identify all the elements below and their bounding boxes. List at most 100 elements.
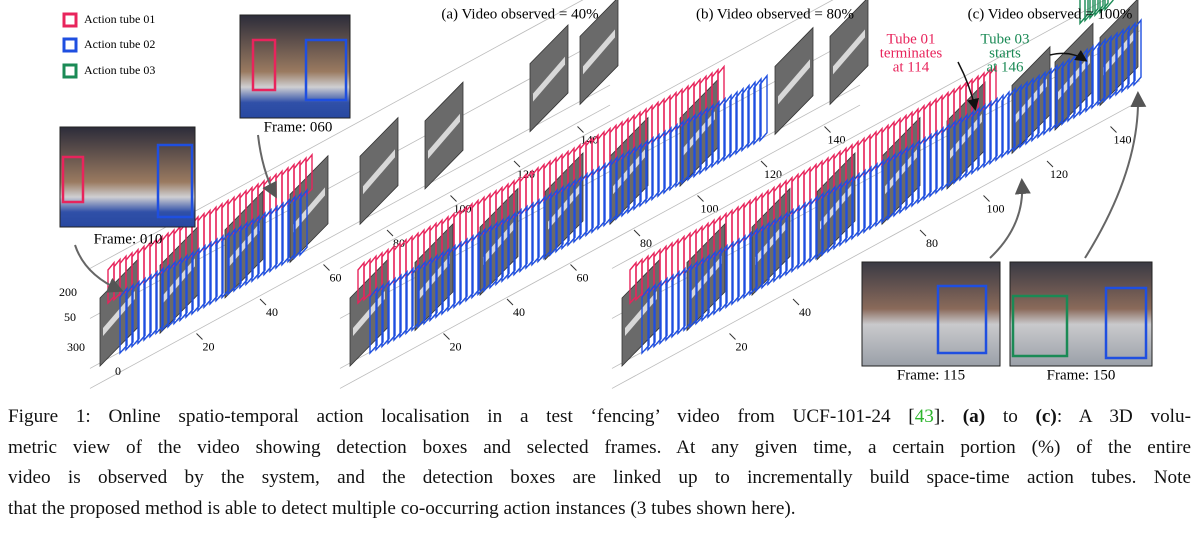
tube-box-02 bbox=[221, 230, 230, 300]
tube-box-02 bbox=[663, 126, 672, 195]
x-tick-label: 80 bbox=[926, 236, 938, 250]
tube-box-02 bbox=[1013, 83, 1022, 153]
tube-box-02 bbox=[1043, 67, 1052, 136]
tube-box-02 bbox=[669, 122, 678, 192]
caption-text: that the proposed method is able to dete… bbox=[8, 497, 796, 519]
citation[interactable]: 43 bbox=[914, 406, 934, 427]
tube-box-02 bbox=[257, 211, 266, 280]
tube-box-02 bbox=[495, 217, 504, 287]
tube-box-02 bbox=[845, 175, 854, 244]
frame-label: Frame: 010 bbox=[94, 231, 163, 247]
tube-box-02 bbox=[827, 184, 836, 254]
tube-box-02 bbox=[791, 204, 800, 274]
tube-box-02 bbox=[785, 207, 794, 277]
tube-box-03 bbox=[1094, 0, 1104, 18]
tube-box-02 bbox=[573, 175, 582, 244]
tube-box-02 bbox=[405, 266, 414, 336]
tick-mark bbox=[577, 126, 584, 133]
tick-mark bbox=[1046, 160, 1054, 168]
tube-box-02 bbox=[899, 145, 908, 215]
tick-mark bbox=[450, 195, 457, 202]
tube-box-02 bbox=[705, 103, 714, 172]
caption-text: video is observed by the system, and the… bbox=[8, 467, 1191, 488]
tube-box-02 bbox=[555, 184, 564, 254]
tube-box-02 bbox=[833, 181, 842, 251]
x-tick-label: 20 bbox=[203, 339, 215, 353]
legend-icon bbox=[62, 12, 78, 28]
tube-box-02 bbox=[965, 109, 974, 179]
panel-title: (a) Video observed = 40% bbox=[441, 6, 598, 22]
tube-box-02 bbox=[953, 116, 962, 185]
tube-box-02 bbox=[639, 139, 648, 208]
tube-box-02 bbox=[269, 204, 278, 274]
tube-box-02 bbox=[197, 243, 206, 313]
x-tick-label: 80 bbox=[393, 236, 405, 250]
x-tick-label: 20 bbox=[450, 339, 462, 353]
tube-box-02 bbox=[735, 86, 744, 156]
tube-box-02 bbox=[161, 263, 170, 333]
tube-box-02 bbox=[621, 148, 630, 218]
tick-mark bbox=[570, 264, 577, 271]
tube-box-02 bbox=[287, 194, 296, 264]
caption-line: video is observed by the system, and the… bbox=[8, 463, 1191, 494]
tube-box-02 bbox=[905, 142, 914, 212]
tube-box-02 bbox=[137, 276, 146, 346]
frame-image bbox=[1009, 261, 1153, 367]
video-frame-detail bbox=[533, 56, 565, 102]
tick-mark bbox=[697, 195, 704, 202]
tube-box-02 bbox=[423, 256, 432, 326]
tube-box-02 bbox=[977, 103, 986, 172]
tube-box-02 bbox=[477, 227, 486, 297]
tube-box-02 bbox=[203, 240, 212, 310]
tube-box-02 bbox=[677, 266, 686, 336]
tube-box-03 bbox=[1084, 0, 1094, 23]
tube-box-02 bbox=[665, 273, 674, 342]
tick-mark bbox=[1110, 126, 1117, 133]
volume-edge bbox=[89, 104, 611, 389]
tube-box-02 bbox=[761, 220, 770, 290]
x-tick-label: 40 bbox=[266, 305, 278, 319]
tube-box-02 bbox=[875, 158, 884, 228]
tube-box-02 bbox=[881, 155, 890, 225]
x-tick-label: 140 bbox=[1114, 132, 1132, 146]
annotation: Tube 01 bbox=[886, 31, 935, 47]
tube-box-02 bbox=[779, 211, 788, 280]
tube-box-02 bbox=[641, 286, 650, 355]
tube-box-02 bbox=[411, 263, 420, 333]
caption-text: metric view of the video showing detecti… bbox=[8, 436, 1191, 458]
legend-label: Action tube 03 bbox=[84, 63, 155, 77]
tick-mark bbox=[506, 298, 514, 306]
titles: (a) Video observed = 40% (b) Video obser… bbox=[441, 6, 1132, 22]
tube-box-02 bbox=[615, 152, 624, 221]
tube-box-02 bbox=[681, 116, 690, 185]
arrow bbox=[1084, 91, 1147, 259]
tube-box-02 bbox=[561, 181, 570, 251]
tube-box-02 bbox=[173, 256, 182, 326]
tube-box-02 bbox=[1085, 44, 1094, 113]
tick-mark bbox=[196, 333, 203, 340]
tube-box-02 bbox=[597, 162, 606, 231]
tube-box-02 bbox=[753, 76, 762, 146]
tube-box-02 bbox=[959, 112, 968, 182]
tube-box-02 bbox=[699, 106, 708, 176]
tube-box-02 bbox=[893, 148, 902, 218]
tube-box-02 bbox=[941, 122, 950, 192]
arrow bbox=[989, 178, 1031, 259]
tube-box-02 bbox=[1001, 90, 1010, 159]
x-tick-label: 20 bbox=[736, 339, 748, 353]
tube-box-02 bbox=[233, 224, 242, 293]
tube-box-02 bbox=[381, 279, 390, 349]
x-tick-label: 80 bbox=[640, 236, 652, 250]
tick-mark bbox=[919, 229, 927, 237]
tube-box-02 bbox=[743, 230, 752, 300]
tube-box-02 bbox=[1109, 31, 1118, 100]
tube-box-02 bbox=[441, 247, 450, 316]
tube-box-02 bbox=[729, 90, 738, 159]
video-frame-detail bbox=[778, 59, 810, 105]
tube-box-02 bbox=[809, 194, 818, 264]
figure: Action tube 01 Action tube 02 Action tub… bbox=[59, 0, 1153, 389]
tube-box-02 bbox=[591, 165, 600, 234]
tube-box-02 bbox=[917, 135, 926, 205]
